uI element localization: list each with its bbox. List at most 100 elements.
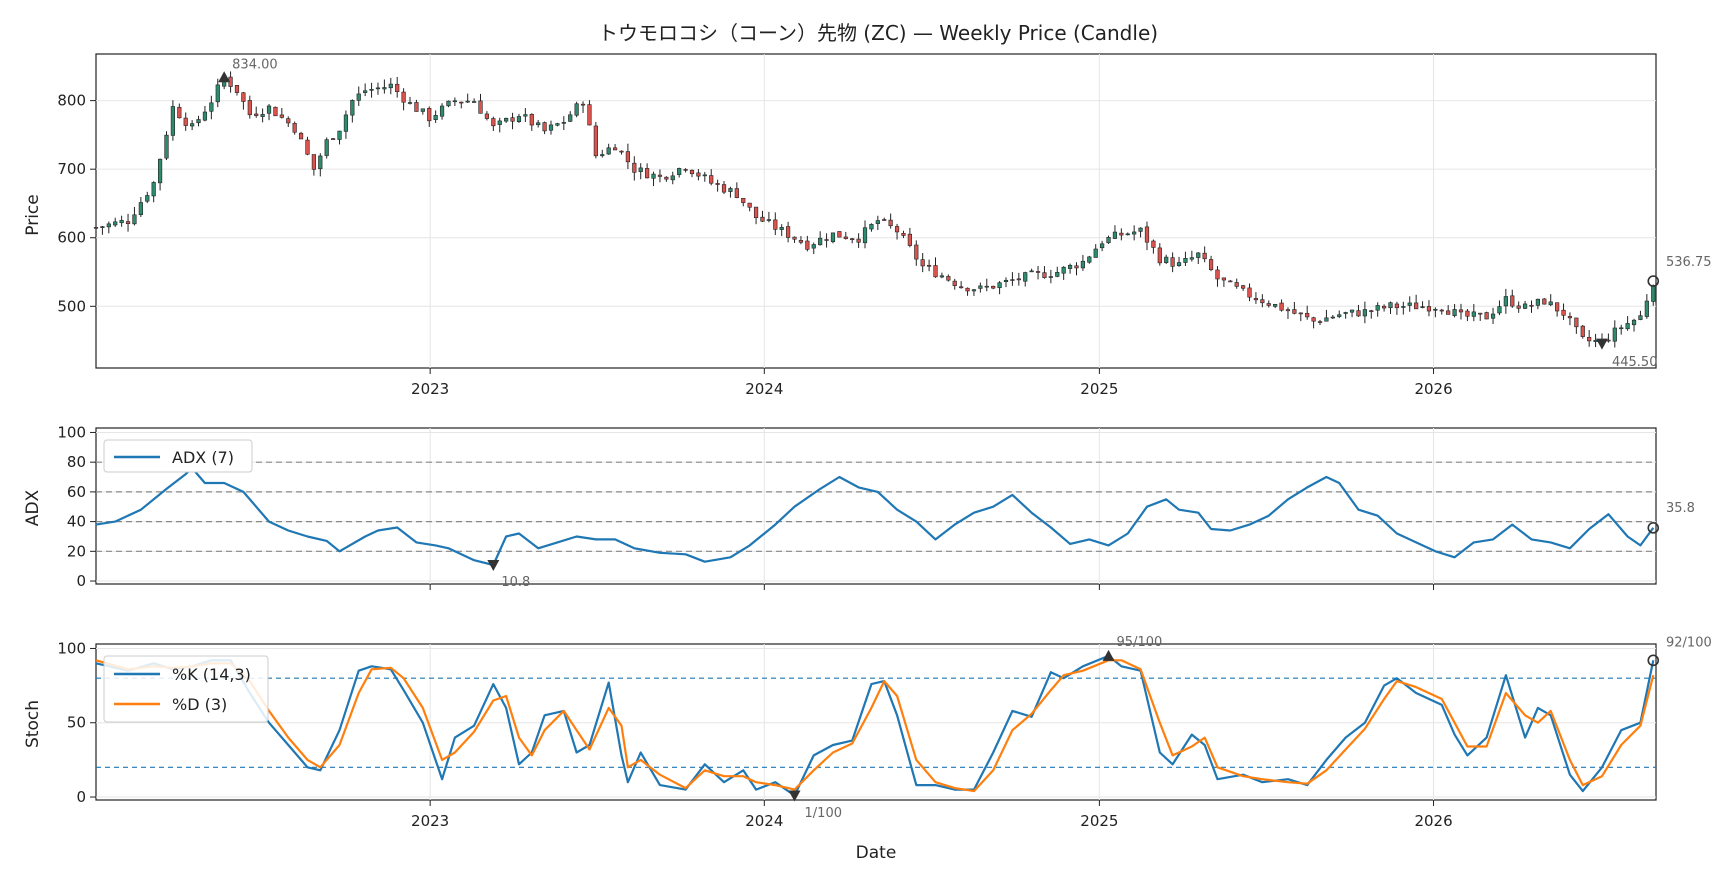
price-y-label: Price bbox=[23, 194, 43, 235]
adx-legend-label: ADX (7) bbox=[172, 448, 234, 467]
candle-up bbox=[1330, 316, 1335, 319]
candle-up bbox=[779, 227, 784, 230]
candle-up bbox=[606, 147, 611, 155]
candle-down bbox=[1478, 312, 1483, 315]
candle-down bbox=[959, 286, 964, 289]
candle-down bbox=[395, 83, 400, 92]
candle-down bbox=[1228, 280, 1233, 283]
candle-down bbox=[1260, 299, 1265, 304]
candle-down bbox=[401, 91, 406, 103]
candle-down bbox=[709, 175, 714, 184]
candle-down bbox=[491, 118, 496, 127]
price-ytick-label: 600 bbox=[57, 229, 86, 247]
candle-down bbox=[1285, 309, 1291, 312]
candle-up bbox=[119, 220, 124, 224]
candle-up bbox=[978, 285, 983, 289]
stoch-lines: 95/100 1/100 92/100 bbox=[95, 635, 1712, 821]
series-line bbox=[95, 467, 1655, 567]
xtick-label: 2025 bbox=[1080, 812, 1118, 830]
candle-up bbox=[190, 123, 195, 127]
candle-down bbox=[1439, 309, 1444, 312]
candle-up bbox=[170, 106, 176, 136]
stoch-legend: %K (14,3) %D (3) bbox=[103, 655, 269, 723]
adx-y-label: ADX bbox=[23, 489, 43, 526]
candle-up bbox=[433, 115, 438, 120]
stoch-last-label: 92/100 bbox=[1666, 635, 1712, 650]
ytick-label: 100 bbox=[57, 639, 86, 657]
candle-down bbox=[331, 138, 336, 140]
candle-up bbox=[818, 237, 823, 246]
adx-last-marker bbox=[1647, 522, 1660, 534]
candle-up bbox=[1349, 309, 1355, 313]
candle-up bbox=[132, 214, 137, 225]
candle-up bbox=[1132, 231, 1137, 235]
max-marker bbox=[218, 71, 231, 83]
candle-up bbox=[1644, 300, 1649, 317]
candle-up bbox=[1100, 243, 1105, 249]
candle-up bbox=[1362, 309, 1367, 317]
stoch-min-marker bbox=[788, 790, 801, 802]
last-marker bbox=[1647, 275, 1660, 287]
candle-up bbox=[1401, 306, 1406, 308]
candle-down bbox=[241, 92, 246, 102]
candle-down bbox=[1266, 303, 1271, 306]
k-legend-label: %K (14,3) bbox=[172, 665, 251, 684]
candle-down bbox=[792, 236, 797, 240]
candle-down bbox=[747, 202, 752, 208]
candle-up bbox=[1651, 285, 1656, 302]
candle-down bbox=[1446, 310, 1451, 315]
candle-up bbox=[215, 84, 220, 103]
candle-up bbox=[113, 221, 118, 226]
candle-up bbox=[1535, 298, 1541, 306]
stoch-y-label: Stoch bbox=[23, 700, 43, 748]
candle-down bbox=[664, 176, 669, 180]
series-line bbox=[95, 659, 1655, 793]
candle-up bbox=[1433, 308, 1438, 311]
candle-down bbox=[1356, 310, 1361, 317]
candle-down bbox=[619, 150, 624, 153]
candle-down bbox=[882, 219, 887, 221]
candle-down bbox=[1042, 272, 1047, 278]
candle-up bbox=[369, 89, 374, 91]
candle-down bbox=[1208, 259, 1214, 270]
ytick-label: 60 bbox=[67, 483, 86, 501]
candle-down bbox=[612, 147, 618, 151]
candle-down bbox=[894, 226, 900, 233]
adx-min-marker bbox=[487, 559, 500, 571]
candle-down bbox=[632, 162, 637, 173]
candle-up bbox=[209, 102, 214, 112]
candle-down bbox=[721, 184, 727, 193]
chart-title: トウモロコシ（コーン）先物 (ZC) — Weekly Price (Candl… bbox=[598, 21, 1158, 45]
candle-down bbox=[760, 216, 765, 222]
candle-down bbox=[1279, 302, 1284, 311]
candle-down bbox=[1119, 232, 1124, 236]
candle-up bbox=[536, 122, 541, 126]
candle-down bbox=[484, 113, 490, 119]
candle-up bbox=[504, 117, 509, 122]
price-ytick-label: 500 bbox=[57, 297, 86, 315]
candle-up bbox=[862, 227, 868, 244]
candle-down bbox=[843, 236, 848, 239]
candle-up bbox=[1176, 262, 1182, 266]
adx-legend: ADX (7) bbox=[103, 439, 253, 473]
candle-up bbox=[568, 114, 573, 122]
adx-lines: 10.8 35.8 bbox=[95, 467, 1695, 590]
candle-up bbox=[202, 111, 208, 121]
candle-down bbox=[1215, 269, 1220, 280]
candle-down bbox=[1587, 336, 1592, 342]
candle-up bbox=[1631, 319, 1637, 326]
candle-down bbox=[1253, 298, 1259, 301]
candle-down bbox=[1574, 317, 1579, 328]
candle-down bbox=[1555, 302, 1560, 312]
candle-down bbox=[1292, 309, 1297, 314]
candle-down bbox=[1305, 312, 1310, 318]
candle-down bbox=[1394, 303, 1400, 309]
candle-up bbox=[196, 119, 201, 124]
candle-up bbox=[100, 226, 105, 228]
candle-up bbox=[151, 182, 156, 197]
candle-up bbox=[1183, 258, 1188, 263]
last-label: 536.75 bbox=[1666, 255, 1712, 270]
candle-up bbox=[1324, 317, 1329, 322]
candle-up bbox=[1548, 301, 1553, 306]
